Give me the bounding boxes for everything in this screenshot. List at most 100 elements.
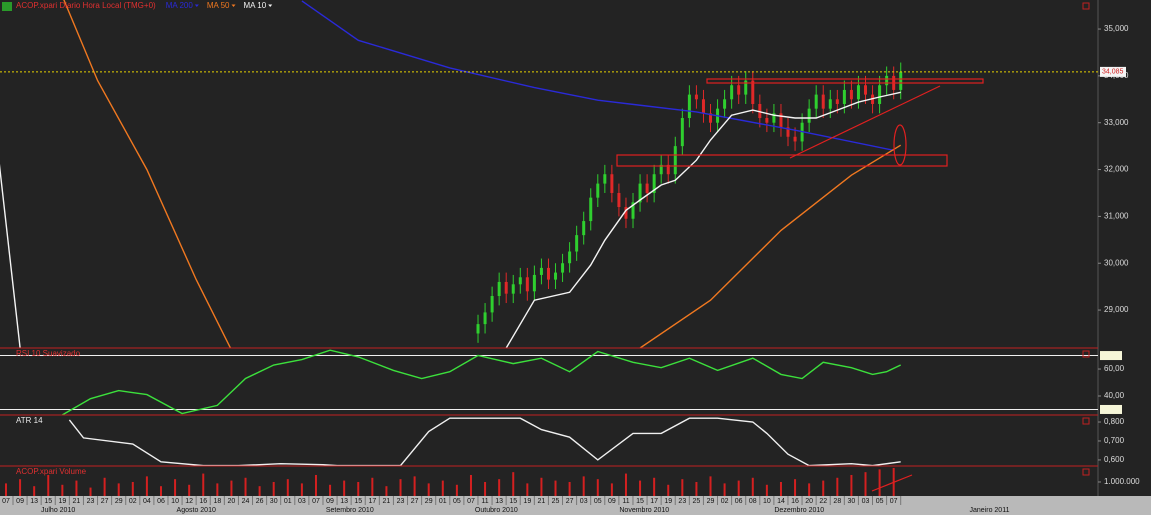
x-tick-label: 30 <box>848 498 856 505</box>
candle-body <box>723 99 727 109</box>
candle-body <box>899 71 903 90</box>
candle-body <box>885 75 889 86</box>
candle-body <box>680 118 684 147</box>
candle-body <box>821 94 825 109</box>
candle-body <box>814 94 818 109</box>
volume-bar <box>300 483 303 496</box>
candle-body <box>779 113 783 128</box>
volume-trend-line <box>871 474 913 492</box>
month-label: Janeiro 2011 <box>970 507 1010 514</box>
candle-body <box>666 164 670 175</box>
x-tick-label: 12 <box>185 498 193 505</box>
volume-bar <box>230 480 233 496</box>
x-tick-label: 09 <box>16 498 24 505</box>
candle-body <box>476 324 480 334</box>
x-tick-label: 05 <box>594 498 602 505</box>
volume-bar <box>540 477 543 496</box>
volume-bar <box>779 481 782 496</box>
candle-body <box>744 80 748 95</box>
candle-body <box>807 108 811 123</box>
panel-icon[interactable] <box>1082 2 1090 10</box>
x-tick-label: 14 <box>777 498 785 505</box>
month-label: Novembro 2010 <box>619 507 669 514</box>
volume-bar <box>427 483 430 496</box>
x-tick-label: 09 <box>608 498 616 505</box>
legend-entry[interactable]: MA 50 <box>207 1 230 10</box>
candle-body <box>624 207 628 219</box>
volume-bar <box>624 473 627 496</box>
volume-bar <box>33 486 36 496</box>
candle-body <box>561 263 565 273</box>
candle-body <box>617 192 621 208</box>
support-box <box>616 154 948 167</box>
x-tick-label: 10 <box>763 498 771 505</box>
x-tick-label: 07 <box>2 498 10 505</box>
x-tick-label: 07 <box>467 498 475 505</box>
x-tick-label: 01 <box>284 498 292 505</box>
x-tick-label: 03 <box>862 498 870 505</box>
candle-body <box>490 296 494 313</box>
legend-dropdown[interactable] <box>194 4 199 8</box>
legend: ACOP.xpari Diario Hora Local (TMG+0) MA 2… <box>16 1 273 10</box>
x-tick-label: 19 <box>523 498 531 505</box>
x-tick-label: 25 <box>693 498 701 505</box>
line-series <box>63 0 902 348</box>
x-tick-label: 08 <box>749 498 757 505</box>
volume-bar <box>343 480 346 496</box>
volume-bar <box>371 477 374 496</box>
app-icon[interactable] <box>2 2 12 11</box>
panel-icon[interactable] <box>1082 468 1090 476</box>
volume-bar <box>4 483 7 496</box>
y-tick-label: 35,000 <box>1104 24 1129 33</box>
volume-bar <box>822 480 825 496</box>
line-series <box>62 349 902 415</box>
volume-bar <box>765 484 768 496</box>
y-tick-label: 29,000 <box>1104 305 1129 314</box>
candle-body <box>603 174 607 184</box>
candle-body <box>511 284 515 294</box>
x-tick-label: 29 <box>425 498 433 505</box>
last-price-box <box>1100 66 1126 77</box>
legend-entry[interactable]: MA 10 <box>244 1 267 10</box>
x-tick-label: 23 <box>397 498 405 505</box>
x-tick-label: 22 <box>819 498 827 505</box>
month-label: Julho 2010 <box>41 507 75 514</box>
panel-title: ATR 14 <box>16 416 43 425</box>
volume-bar <box>582 476 585 496</box>
panel-icon[interactable] <box>1082 350 1090 358</box>
x-tick-label: 21 <box>383 498 391 505</box>
volume-bar <box>329 484 332 496</box>
candle-body <box>575 235 579 252</box>
x-tick-label: 27 <box>566 498 574 505</box>
legend-dropdown[interactable] <box>268 4 273 8</box>
candle-body <box>793 136 797 142</box>
x-tick-label: 10 <box>171 498 179 505</box>
volume-bar <box>47 474 50 496</box>
candle-body <box>772 113 776 123</box>
x-tick-label: 07 <box>890 498 898 505</box>
legend-dropdown[interactable] <box>231 4 236 8</box>
legend-entry[interactable]: MA 200 <box>166 1 194 10</box>
resistance-box <box>706 78 984 84</box>
month-label: Outubro 2010 <box>475 507 518 514</box>
volume-bar <box>878 469 881 496</box>
x-tick-label: 28 <box>833 498 841 505</box>
x-tick-label: 21 <box>73 498 81 505</box>
volume-bar <box>399 479 402 496</box>
volume-bar <box>484 481 487 496</box>
candle-body <box>828 99 832 109</box>
candle-body <box>596 183 600 198</box>
x-tick-label: 29 <box>707 498 715 505</box>
candle-body <box>546 267 550 280</box>
x-tick-label: 15 <box>354 498 362 505</box>
volume-bar <box>441 480 444 496</box>
candle-body <box>673 146 677 175</box>
panel-icon[interactable] <box>1082 417 1090 425</box>
volume-bar <box>695 481 698 496</box>
x-tick-label: 09 <box>326 498 334 505</box>
volume-panel <box>4 467 895 496</box>
candle-body <box>568 251 572 264</box>
candle-body <box>694 94 698 100</box>
